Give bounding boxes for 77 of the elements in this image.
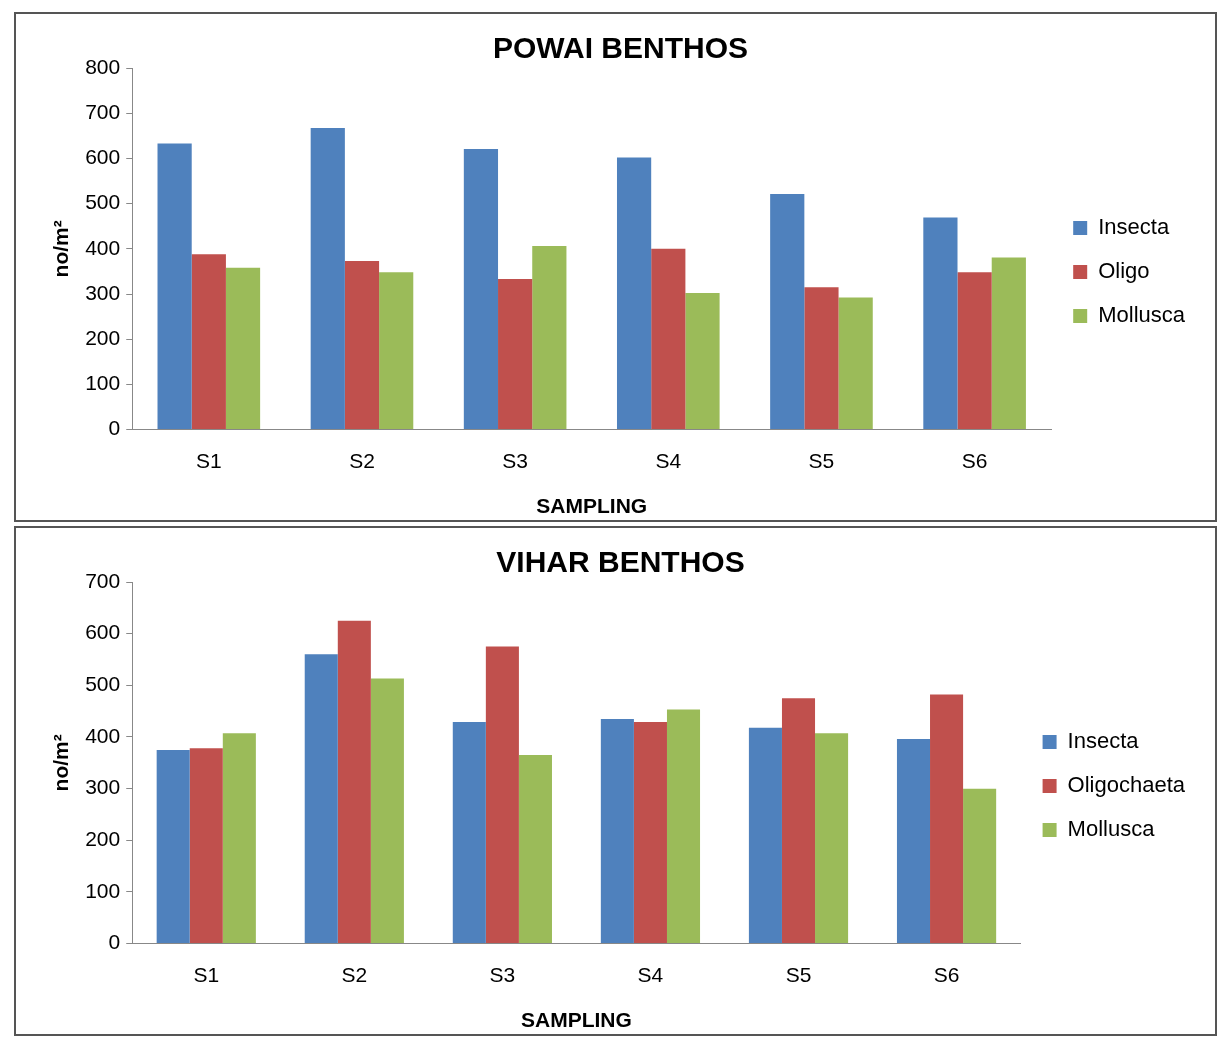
y-tick-label: 200 xyxy=(85,827,121,851)
bar xyxy=(337,620,371,944)
bar xyxy=(379,272,414,430)
bar xyxy=(838,297,873,430)
y-tick-label: 0 xyxy=(108,930,121,954)
bar xyxy=(633,721,667,944)
bar xyxy=(991,257,1026,430)
x-axis-title: SAMPLING xyxy=(536,494,648,518)
y-tick-label: 700 xyxy=(85,100,121,123)
y-tick-label: 100 xyxy=(85,878,121,902)
legend-label: Oligo xyxy=(1098,258,1150,284)
y-tick-label: 500 xyxy=(85,672,121,696)
bar xyxy=(685,293,720,430)
y-tick-label: 300 xyxy=(85,775,121,799)
bar xyxy=(310,128,345,430)
x-tick-label: S2 xyxy=(349,449,375,472)
bar xyxy=(518,755,552,944)
bar xyxy=(191,254,226,430)
bar xyxy=(770,194,805,430)
bar xyxy=(748,727,782,944)
y-tick-label: 400 xyxy=(85,235,121,259)
x-tick-label: S5 xyxy=(785,963,812,986)
bar xyxy=(651,248,686,430)
legend-label: Mollusca xyxy=(1098,302,1186,328)
legend-label: Insecta xyxy=(1067,728,1140,754)
y-tick-label: 600 xyxy=(85,145,121,169)
x-tick-label: S6 xyxy=(933,963,960,986)
legend-label: Oligochaeta xyxy=(1067,772,1186,798)
bar xyxy=(225,267,261,430)
bar xyxy=(498,279,533,430)
bar xyxy=(666,709,701,944)
bar xyxy=(344,261,380,430)
x-tick-label: S3 xyxy=(489,963,516,986)
y-tick-label: 700 xyxy=(85,568,121,592)
bar xyxy=(923,217,958,430)
x-tick-label: S4 xyxy=(637,963,664,986)
chart-title: VIHAR BENTHOS xyxy=(496,545,745,579)
y-axis-title: no/m² xyxy=(49,220,73,278)
y-tick-label: 800 xyxy=(85,54,121,78)
y-axis-title: no/m² xyxy=(49,734,73,792)
y-tick-label: 200 xyxy=(85,326,121,349)
y-tick-label: 0 xyxy=(108,416,121,440)
bar xyxy=(781,698,816,944)
x-tick-label: S2 xyxy=(341,963,368,986)
bar xyxy=(304,654,338,944)
bar xyxy=(804,287,839,430)
bar xyxy=(532,246,567,430)
x-tick-label: S1 xyxy=(195,449,222,472)
y-tick-label: 100 xyxy=(85,371,121,395)
y-tick-label: 300 xyxy=(85,280,121,304)
bar xyxy=(463,148,499,430)
x-axis-title: SAMPLING xyxy=(520,1008,632,1032)
bar xyxy=(957,272,992,430)
bar xyxy=(930,694,964,944)
bar xyxy=(616,157,652,430)
y-tick-label: 600 xyxy=(85,620,121,644)
chart-title: POWAI BENTHOS xyxy=(492,31,749,65)
x-tick-label: S6 xyxy=(961,449,988,472)
bar xyxy=(157,143,192,430)
bar xyxy=(600,718,634,944)
bar xyxy=(963,788,997,944)
bar xyxy=(370,678,404,944)
bar xyxy=(896,739,931,944)
y-tick-label: 400 xyxy=(85,723,121,747)
x-tick-label: S5 xyxy=(808,449,835,472)
bar xyxy=(485,646,519,944)
bar xyxy=(189,748,223,944)
x-tick-label: S1 xyxy=(193,963,220,986)
x-tick-label: S4 xyxy=(655,449,682,472)
y-tick-label: 500 xyxy=(85,190,121,214)
legend-label: Insecta xyxy=(1098,214,1170,240)
legend-label: Mollusca xyxy=(1067,816,1156,842)
bar xyxy=(222,733,256,944)
bar xyxy=(452,721,486,944)
bar xyxy=(156,749,190,944)
x-tick-label: S3 xyxy=(502,449,528,472)
bar xyxy=(815,733,849,944)
